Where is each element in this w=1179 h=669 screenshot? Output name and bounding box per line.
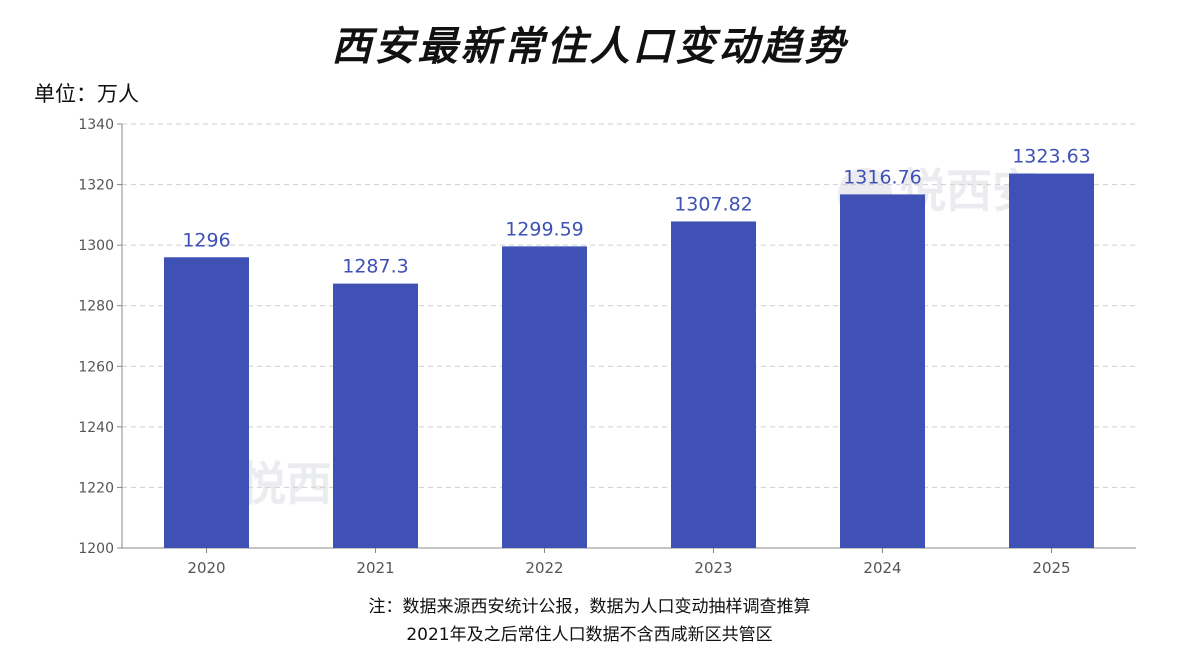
chart-title: 西安最新常住人口变动趋势 [331, 24, 848, 70]
bar [164, 257, 249, 548]
bar [333, 283, 418, 548]
bar [840, 194, 925, 548]
x-tick-label: 2020 [187, 559, 225, 577]
x-tick-label: 2023 [694, 559, 732, 577]
bar [671, 221, 756, 549]
y-tick-label: 1260 [78, 359, 114, 375]
y-tick-label: 1200 [78, 541, 114, 557]
unit-label: 单位：万人 [34, 82, 139, 106]
x-tick-label: 2021 [356, 559, 394, 577]
y-tick-label: 1320 [78, 178, 114, 194]
data-label: 1307.82 [674, 193, 753, 215]
data-label: 1299.59 [505, 218, 584, 240]
data-label: 1287.3 [342, 256, 408, 278]
data-label: 1323.63 [1012, 146, 1091, 168]
y-tick-label: 1280 [78, 299, 114, 315]
data-label: 1296 [182, 229, 230, 251]
x-tick-label: 2024 [863, 559, 901, 577]
footnote-source: 注：数据来源西安统计公报，数据为人口变动抽样调查推算 [368, 597, 811, 617]
bar [502, 246, 587, 548]
data-label: 1316.76 [843, 166, 922, 188]
footnote-scope: 2021年及之后常住人口数据不含西咸新区共管区 [406, 625, 773, 645]
bar [1009, 173, 1094, 549]
y-tick-label: 1340 [78, 117, 114, 133]
y-tick-label: 1300 [78, 238, 114, 254]
x-tick-label: 2025 [1032, 559, 1070, 577]
y-tick-label: 1240 [78, 420, 114, 436]
x-tick-label: 2022 [525, 559, 563, 577]
y-tick-label: 1220 [78, 480, 114, 496]
